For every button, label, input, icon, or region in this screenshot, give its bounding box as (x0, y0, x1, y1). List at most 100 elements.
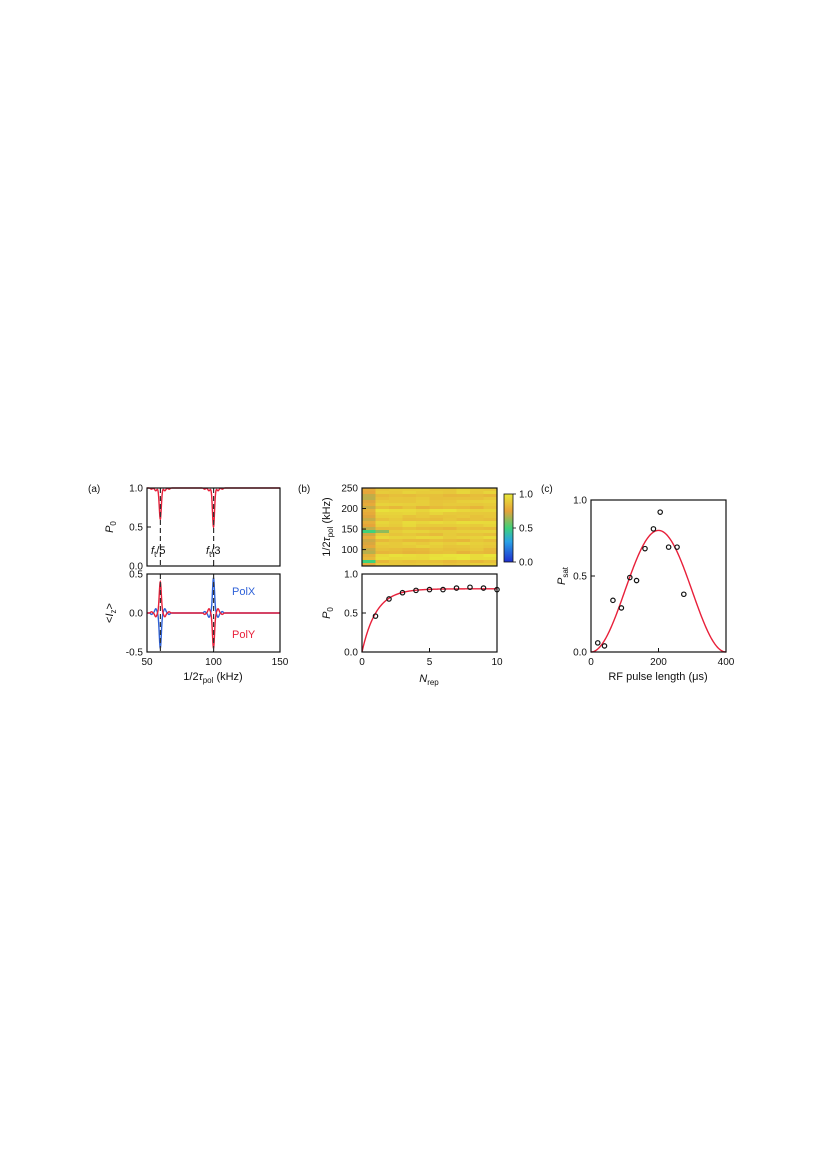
heatmap-cell (456, 521, 471, 525)
a-bottom-ticks: -0.5 0.0 0.5 50 100 150 (126, 570, 289, 669)
heatmap-cell (429, 488, 444, 492)
heatmap-cell (443, 527, 457, 531)
heatmap-cell (362, 563, 376, 567)
heatmap-cell (402, 563, 417, 567)
heatmap-cell (389, 551, 403, 555)
heatmap-cell (375, 518, 390, 522)
heatmap-cell (429, 518, 444, 522)
heatmap-cell (470, 521, 484, 525)
c-point (633, 577, 640, 584)
heatmap-cell (416, 509, 430, 513)
heatmap-cell (470, 497, 484, 501)
heatmap-cell (389, 518, 403, 522)
heatmap-cell (389, 542, 403, 546)
panel-b-top: 100 150 200 250 1/2τpol (kHz) 1.0 0.5 0.0 (321, 484, 533, 569)
c-point (618, 605, 625, 611)
heatmap-cell (375, 554, 390, 558)
heatmap-cell (389, 536, 403, 540)
heatmap-cell (389, 548, 403, 552)
heatmap-cell (416, 494, 430, 498)
heatmap-cell (470, 539, 484, 543)
heatmap-cell (429, 491, 444, 495)
heatmap-cell (362, 524, 376, 528)
heatmap-cell (456, 524, 471, 528)
heatmap-cell (470, 545, 484, 549)
heatmap-cell (362, 497, 376, 501)
b-bottom-point (413, 587, 419, 594)
heatmap-cell (375, 533, 390, 537)
b-top-ytick-label: 200 (341, 504, 358, 515)
heatmap-cell (483, 542, 498, 546)
heatmap-cell (416, 539, 430, 543)
c-frame (590, 499, 727, 653)
heatmap-cell (402, 503, 417, 507)
heatmap-cell (483, 503, 498, 507)
b-bottom-xtick-label: 5 (427, 657, 433, 668)
b-bottom-plot (361, 584, 500, 653)
heatmap-cell (389, 533, 403, 537)
heatmap-cell (443, 518, 457, 522)
b-bottom-ylabel: P0 (321, 607, 335, 619)
heatmap-cell (416, 524, 430, 528)
heatmap-cell (389, 527, 403, 531)
b-top-ytick-label: 250 (341, 484, 358, 495)
heatmap-cell (402, 512, 417, 516)
heatmap-cell (429, 536, 444, 540)
heatmap-cell (483, 548, 498, 552)
heatmap-cell (402, 521, 417, 525)
heatmap-cell (456, 548, 471, 552)
heatmap-cell (389, 524, 403, 528)
heatmap-cell (402, 500, 417, 504)
heatmap-cell (362, 527, 376, 531)
heatmap-cell (362, 548, 376, 552)
heatmap-cell (389, 509, 403, 513)
a-top-ytick-label: 0.5 (129, 523, 143, 534)
heatmap-cell (389, 500, 403, 504)
heatmap-cell (416, 563, 430, 567)
legend-polx: PolX (232, 586, 256, 598)
heatmap-cell (470, 500, 484, 504)
heatmap-cell (456, 536, 471, 540)
heatmap-cell (375, 494, 390, 498)
b-bottom-xlabel: Nrep (419, 673, 439, 687)
heatmap-cell (375, 497, 390, 501)
heatmap-cell (483, 506, 498, 510)
heatmap-cell (483, 530, 498, 534)
heatmap-cell (375, 500, 390, 504)
heatmap-cell (456, 509, 471, 513)
heatmap-cell (402, 539, 417, 543)
c-fit-line (590, 529, 727, 653)
a-bottom-xtick-label: 100 (205, 657, 222, 668)
heatmap-cell (429, 551, 444, 555)
a-bottom-curves (147, 575, 280, 651)
heatmap-cell (362, 536, 376, 540)
heatmap-cell (443, 560, 457, 564)
heatmap-cell (443, 539, 457, 543)
heatmap-cell (416, 554, 430, 558)
heatmap-cell (402, 509, 417, 513)
heatmap-cell (483, 494, 498, 498)
b-bottom-ytick-label: 0.5 (344, 609, 358, 620)
b-bottom-xtick-label: 10 (491, 657, 503, 668)
heatmap-cell (443, 500, 457, 504)
heatmap-cell (483, 488, 498, 492)
b-top-ylabel: 1/2τpol (kHz) (321, 497, 335, 556)
heatmap-cell (389, 539, 403, 543)
panel-label-c: (c) (541, 484, 553, 495)
heatmap-cell (443, 494, 457, 498)
heatmap-cell (375, 491, 390, 495)
heatmap-cell (443, 491, 457, 495)
c-ytick-label: 1.0 (573, 496, 587, 507)
c-ylabel: Psat (556, 566, 570, 585)
heatmap-cell (416, 557, 430, 561)
heatmap-cell (483, 497, 498, 501)
heatmap-cell (429, 500, 444, 504)
heatmap-cell (389, 560, 403, 564)
c-point (594, 640, 601, 646)
heatmap-cell (375, 515, 390, 519)
heatmap-cell (470, 542, 484, 546)
a-bottom-ylabel: <Iz> (104, 603, 118, 623)
heatmap-cell (362, 506, 376, 510)
heatmap-cell (443, 548, 457, 552)
heatmap-cell (416, 548, 430, 552)
